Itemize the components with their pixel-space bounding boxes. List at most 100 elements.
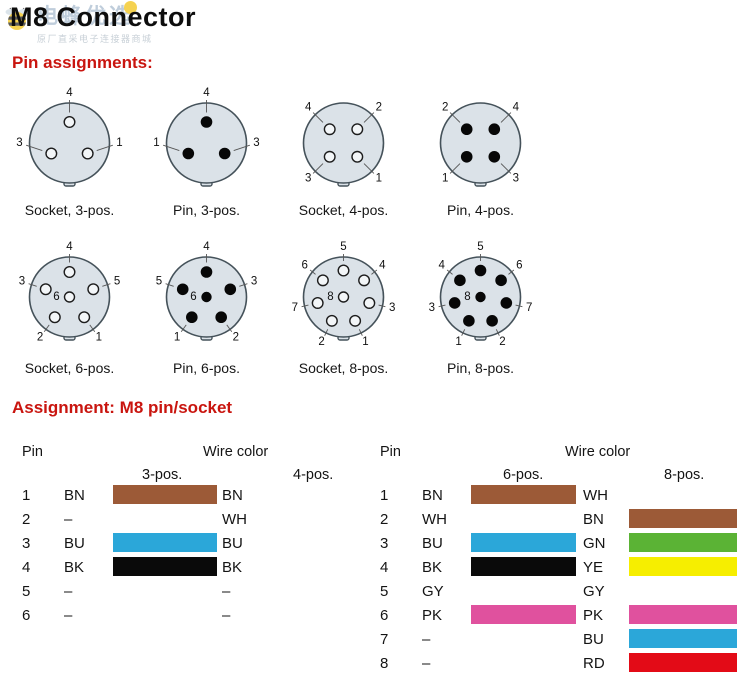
wire-code: BN: [222, 487, 243, 504]
wire-code: PK: [422, 607, 443, 624]
contact-number: 3: [16, 137, 22, 149]
leader-line: [180, 324, 187, 333]
wire-code: BU: [422, 535, 443, 552]
connector-pin-3-pos: 4 3 1 Pin, 3-pos.: [138, 86, 275, 218]
connector-socket-3-pos: 4 1 3 Socket, 3-pos.: [1, 86, 138, 218]
contact-number: 6: [190, 291, 196, 303]
pin-number: 6: [22, 607, 31, 624]
leader-line: [163, 144, 180, 151]
leader-line: [515, 304, 523, 308]
section-heading-pin-assignments: Pin assignments:: [12, 53, 153, 72]
contact-number: 3: [251, 276, 257, 288]
connector-body: [302, 102, 385, 184]
contact-number: 5: [477, 241, 483, 253]
socket-hole: [349, 314, 362, 327]
wire-code: GN: [583, 535, 606, 552]
leader-line: [233, 144, 250, 151]
pin-contact: [495, 274, 507, 287]
contact-number: 3: [253, 137, 259, 149]
leader-line: [446, 269, 453, 275]
pin-contact-center: [475, 291, 486, 303]
socket-hole: [337, 264, 350, 277]
socket-hole-center: [337, 291, 350, 303]
leader-line: [495, 329, 500, 336]
wire-code: WH: [583, 487, 608, 504]
wire-code: BN: [422, 487, 443, 504]
contact-number: 1: [96, 331, 102, 343]
pin-number: 5: [22, 583, 31, 600]
contact-number: 5: [340, 241, 346, 253]
connector-pin-8-pos: 5 6 7 2 1 3 4 8 Pin, 8-pos.: [412, 240, 549, 376]
wire-color-header: Wire color: [565, 444, 631, 460]
contact-number: 1: [153, 137, 159, 149]
pin-contact: [200, 116, 213, 128]
pin-number: 5: [380, 583, 389, 600]
pin-column-header: Pin: [380, 444, 401, 460]
contact-number: 6: [516, 260, 522, 272]
contact-number: 6: [301, 260, 307, 272]
wire-code: YE: [583, 559, 604, 576]
pin-column-header: Pin: [22, 444, 43, 460]
connector-figure-socket-4-pos: 2 1 3 4: [302, 102, 385, 187]
wire-code: –: [422, 655, 431, 672]
watermark-accent-dot: [124, 1, 137, 14]
contact-number: 2: [499, 336, 505, 348]
pin-contact: [215, 311, 227, 324]
connector-figure-socket-3-pos: 4 1 3: [16, 87, 123, 187]
contact-number: 4: [379, 260, 386, 272]
socket-hole: [311, 296, 324, 309]
pin-contact: [454, 274, 466, 287]
pin-contact: [500, 297, 513, 309]
pin-contact: [182, 147, 195, 160]
wire-swatch: [629, 629, 737, 648]
page-title: M8 Connector: [10, 2, 197, 32]
connector-socket-8-pos: 5 4 3 1 2 7 6 8 Socket, 8-pos.: [275, 240, 412, 376]
wire-code: PK: [583, 607, 604, 624]
contact-number: 7: [526, 302, 532, 314]
contact-number: 4: [513, 102, 520, 114]
connector-pin-6-pos: 4 3 2 1 5 6 Pin, 6-pos.: [138, 240, 275, 376]
leader-line: [89, 324, 96, 333]
leader-line: [165, 283, 174, 287]
wire-code: BN: [583, 511, 604, 528]
leader-line: [301, 304, 309, 308]
wire-swatch: [113, 557, 217, 576]
pin-number: 2: [22, 511, 31, 528]
socket-hole: [78, 311, 91, 324]
leader-line: [324, 329, 329, 336]
connector-row-1: 4 1 3 Socket, 3-pos. 4 3 1 Pin, 3-pos. 2 1 3 4 Socke…: [1, 86, 549, 218]
wire-swatch: [113, 485, 217, 504]
contact-number: 2: [37, 331, 43, 343]
pin-contact: [488, 123, 501, 136]
contact-number: 5: [114, 276, 120, 288]
watermark-brand: 电蜂优选: [37, 4, 133, 28]
pin-contact: [474, 264, 487, 277]
wire-code: WH: [222, 511, 247, 528]
leader-line: [508, 269, 515, 275]
pin-contact: [224, 283, 237, 296]
contact-number: 7: [292, 302, 298, 314]
wire-swatch: [629, 557, 737, 576]
socket-hole: [63, 116, 76, 129]
connector-caption: Pin, 3-pos.: [173, 202, 240, 218]
contact-number: 4: [305, 102, 312, 114]
wire-code: –: [64, 511, 73, 528]
watermark-text: 电蜂优选 原厂直采电子连接器商城: [37, 0, 153, 45]
watermark-logo: 电蜂优选 原厂直采电子连接器商城: [2, 0, 153, 45]
socket-hole: [63, 266, 76, 279]
wire-code: GY: [583, 583, 605, 600]
leader-line: [309, 269, 316, 275]
pin-number: 1: [22, 487, 31, 504]
leader-line: [312, 163, 324, 174]
contact-number: 3: [305, 172, 311, 184]
leader-line: [500, 163, 512, 174]
connector-caption: Socket, 6-pos.: [24, 360, 115, 376]
pin-number: 1: [380, 487, 389, 504]
connector-caption: Socket, 3-pos.: [24, 202, 115, 218]
contact-number: 4: [438, 260, 445, 272]
leader-line: [28, 283, 37, 287]
pin-number: 6: [380, 607, 389, 624]
connector-socket-4-pos: 2 1 3 4 Socket, 4-pos.: [275, 86, 412, 218]
pin-contact: [176, 283, 189, 296]
leader-line: [96, 144, 113, 151]
